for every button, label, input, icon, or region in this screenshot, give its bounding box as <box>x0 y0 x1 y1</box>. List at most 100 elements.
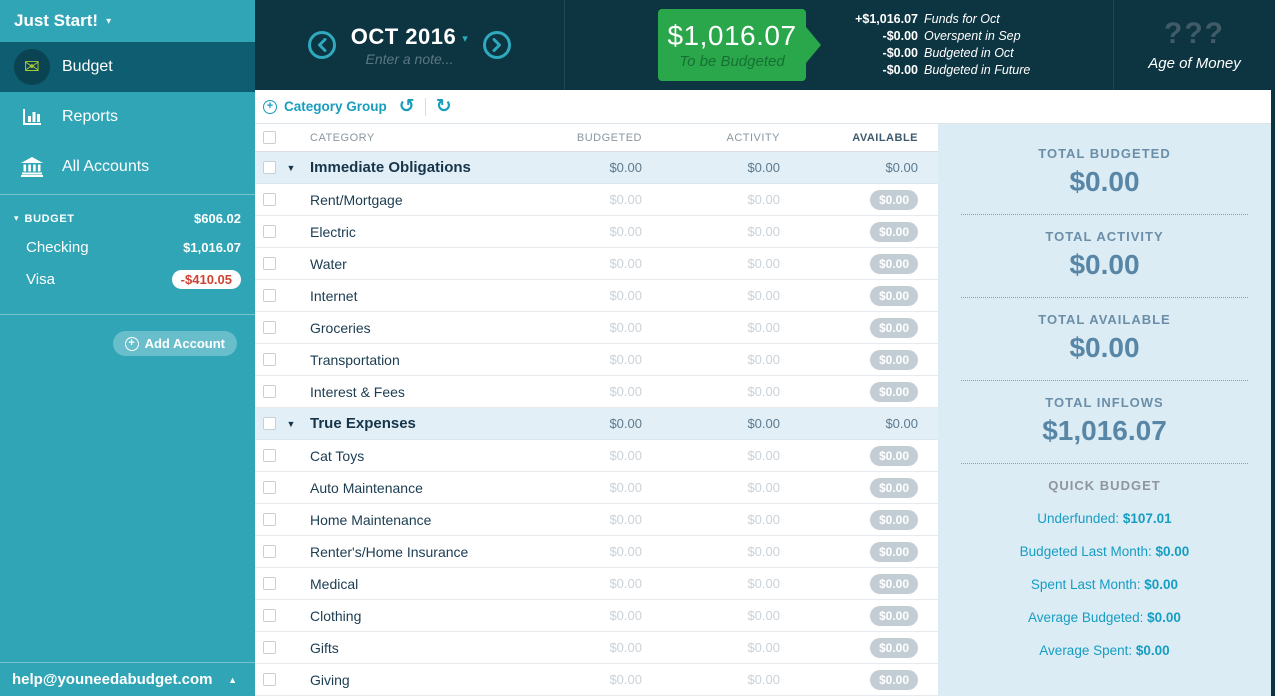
budgeted-cell[interactable]: $0.00 <box>609 480 642 495</box>
category-name: Internet <box>310 287 358 304</box>
activity-cell: $0.00 <box>747 224 780 239</box>
table-row[interactable]: ▼ Rent/Mortgage $0.00 $0.00 $0.00 <box>255 184 938 216</box>
row-checkbox[interactable] <box>263 545 276 558</box>
category-name: Water <box>310 255 347 272</box>
group-collapse-icon[interactable]: ▼ <box>286 418 296 429</box>
table-row[interactable]: ▼ Clothing $0.00 $0.00 $0.00 <box>255 600 938 632</box>
table-row[interactable]: ▼ Water $0.00 $0.00 $0.00 <box>255 248 938 280</box>
row-checkbox[interactable] <box>263 449 276 462</box>
table-row[interactable]: ▼ Cat Toys $0.00 $0.00 $0.00 <box>255 440 938 472</box>
budgeted-cell[interactable]: $0.00 <box>609 224 642 239</box>
table-row[interactable]: ▼ Auto Maintenance $0.00 $0.00 $0.00 <box>255 472 938 504</box>
table-row[interactable]: ▼ Electric $0.00 $0.00 $0.00 <box>255 216 938 248</box>
budget-accounts-header[interactable]: ▾ BUDGET $606.02 <box>0 195 255 232</box>
help-account-menu[interactable]: help@youneedabudget.com ▲ <box>0 662 255 696</box>
row-checkbox[interactable] <box>263 289 276 302</box>
accounts-group-total: $606.02 <box>194 211 241 226</box>
activity-cell: $0.00 <box>747 416 780 431</box>
budgeted-cell[interactable]: $0.00 <box>609 512 642 527</box>
row-checkbox[interactable] <box>263 641 276 654</box>
column-header-available[interactable]: AVAILABLE <box>852 131 918 144</box>
table-row[interactable]: ▼ Medical $0.00 $0.00 $0.00 <box>255 568 938 600</box>
previous-month-button[interactable] <box>307 31 336 59</box>
row-checkbox[interactable] <box>263 353 276 366</box>
group-collapse-icon[interactable]: ▼ <box>286 162 296 173</box>
budgeted-cell[interactable]: $0.00 <box>609 576 642 591</box>
account-item-visa[interactable]: Visa -$410.05 <box>0 263 255 296</box>
sidebar-item-all-accounts[interactable]: All Accounts <box>0 142 255 192</box>
row-checkbox[interactable] <box>263 577 276 590</box>
budgeted-cell[interactable]: $0.00 <box>609 384 642 399</box>
row-checkbox[interactable] <box>263 257 276 270</box>
category-group-label: Category Group <box>284 99 387 114</box>
budgeted-cell[interactable]: $0.00 <box>609 672 642 687</box>
redo-button[interactable]: ↻ <box>435 95 452 117</box>
user-email: help@youneedabudget.com <box>12 671 213 688</box>
column-header-activity[interactable]: ACTIVITY <box>726 131 780 144</box>
to-be-budgeted-box[interactable]: $1,016.07 To be Budgeted <box>658 9 821 81</box>
row-checkbox[interactable] <box>263 161 276 174</box>
table-row[interactable]: ▼ Groceries $0.00 $0.00 $0.00 <box>255 312 938 344</box>
activity-cell: $0.00 <box>747 320 780 335</box>
budget-switcher[interactable]: Just Start! ▾ <box>0 0 255 42</box>
quick-budget-budgeted-last-month[interactable]: Budgeted Last Month: $0.00 <box>1019 544 1190 559</box>
table-row[interactable]: ▼ Immediate Obligations $0.00 $0.00 $0.0… <box>255 152 938 184</box>
select-all-checkbox[interactable] <box>263 131 276 144</box>
budgeted-cell[interactable]: $0.00 <box>609 608 642 623</box>
table-row[interactable]: ▼ Transportation $0.00 $0.00 $0.00 <box>255 344 938 376</box>
column-header-budgeted[interactable]: BUDGETED <box>576 131 642 144</box>
table-row[interactable]: ▼ Internet $0.00 $0.00 $0.00 <box>255 280 938 312</box>
table-row[interactable]: ▼ Renter's/Home Insurance $0.00 $0.00 $0… <box>255 536 938 568</box>
row-checkbox[interactable] <box>263 417 276 430</box>
sidebar-divider <box>0 194 255 195</box>
budgeted-cell[interactable]: $0.00 <box>609 448 642 463</box>
sidebar-item-budget[interactable]: ✉ Budget <box>0 42 255 92</box>
month-note-input[interactable]: Enter a note... <box>365 50 454 67</box>
quick-budget-spent-last-month[interactable]: Spent Last Month: $0.00 <box>1030 577 1179 592</box>
activity-cell: $0.00 <box>747 448 780 463</box>
column-header-category[interactable]: CATEGORY <box>310 131 375 144</box>
row-checkbox[interactable] <box>263 609 276 622</box>
budgeted-cell[interactable]: $0.00 <box>609 192 642 207</box>
budgeted-cell[interactable]: $0.00 <box>609 416 642 431</box>
row-checkbox[interactable] <box>263 673 276 686</box>
budgeted-cell[interactable]: $0.00 <box>609 288 642 303</box>
budgeted-cell[interactable]: $0.00 <box>609 352 642 367</box>
available-amount: $0.00 <box>885 160 918 175</box>
quick-budget-underfunded[interactable]: Underfunded: $107.01 <box>1037 511 1172 526</box>
account-item-checking[interactable]: Checking $1,016.07 <box>0 232 255 263</box>
row-checkbox[interactable] <box>263 481 276 494</box>
undo-button[interactable]: ↺ <box>398 95 415 117</box>
current-month-selector[interactable]: OCT 2016 ▾ <box>350 23 469 49</box>
sidebar-divider <box>0 314 255 315</box>
quick-budget-average-budgeted[interactable]: Average Budgeted: $0.00 <box>1028 610 1181 625</box>
activity-cell: $0.00 <box>747 352 780 367</box>
budgeted-cell[interactable]: $0.00 <box>609 640 642 655</box>
category-name: Home Maintenance <box>310 511 432 528</box>
budgeted-cell[interactable]: $0.00 <box>609 160 642 175</box>
table-row[interactable]: ▼ Giving $0.00 $0.00 $0.00 <box>255 664 938 696</box>
available-cell: $0.00 <box>780 637 918 658</box>
quick-budget-title: QUICK BUDGET <box>1048 478 1161 493</box>
quick-budget-average-spent[interactable]: Average Spent: $0.00 <box>1039 643 1170 658</box>
row-checkbox[interactable] <box>263 513 276 526</box>
category-name: Auto Maintenance <box>310 479 423 496</box>
budgeted-cell[interactable]: $0.00 <box>609 544 642 559</box>
add-category-group-button[interactable]: + Category Group <box>263 99 387 114</box>
table-row[interactable]: ▼ Interest & Fees $0.00 $0.00 $0.00 <box>255 376 938 408</box>
available-cell: $0.00 <box>780 189 918 210</box>
available-cell: $0.00 <box>780 253 918 274</box>
table-row[interactable]: ▼ Gifts $0.00 $0.00 $0.00 <box>255 632 938 664</box>
row-checkbox[interactable] <box>263 225 276 238</box>
budgeted-cell[interactable]: $0.00 <box>609 320 642 335</box>
sidebar-item-reports[interactable]: Reports <box>0 92 255 142</box>
row-checkbox[interactable] <box>263 385 276 398</box>
budgeted-cell[interactable]: $0.00 <box>609 256 642 271</box>
table-row[interactable]: ▼ Home Maintenance $0.00 $0.00 $0.00 <box>255 504 938 536</box>
next-month-button[interactable] <box>483 31 512 59</box>
add-account-button[interactable]: + Add Account <box>112 331 237 356</box>
row-checkbox[interactable] <box>263 321 276 334</box>
table-row[interactable]: ▼ True Expenses $0.00 $0.00 $0.00 <box>255 408 938 440</box>
row-checkbox[interactable] <box>263 193 276 206</box>
